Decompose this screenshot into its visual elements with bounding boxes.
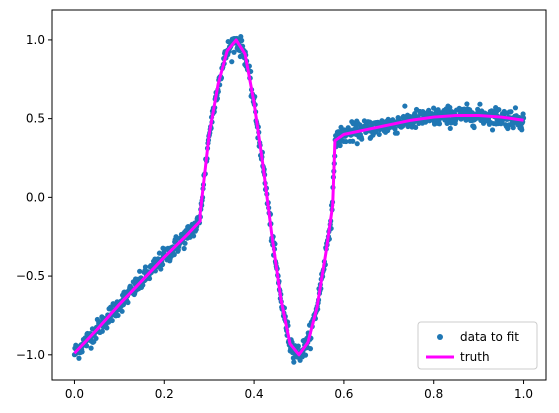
scatter-point	[464, 101, 470, 107]
scatter-point	[239, 37, 245, 44]
axes-frame	[51, 9, 547, 381]
scatter-point	[140, 282, 146, 288]
scatter-point	[125, 299, 131, 306]
scatter-point	[159, 261, 166, 268]
scatter-point	[158, 266, 164, 272]
scatter-point	[477, 101, 483, 107]
scatter-point	[291, 359, 297, 365]
scatter-point	[413, 124, 419, 131]
scatter-point	[510, 125, 516, 131]
truth-line	[73, 38, 524, 357]
scatter-point	[402, 103, 408, 109]
scatter-point	[190, 233, 197, 239]
scatter-point	[350, 138, 356, 144]
scatter-point	[137, 268, 143, 274]
scatter-point	[182, 240, 188, 246]
scatter-point	[337, 142, 343, 149]
scatter-point	[88, 345, 94, 351]
scatter-point	[79, 349, 85, 355]
scatter-point	[343, 138, 349, 145]
scatter-point	[171, 252, 177, 258]
scatter-point	[447, 125, 453, 132]
axes-layer	[51, 9, 547, 381]
scatter-point	[181, 245, 187, 252]
scatter-point	[307, 346, 314, 352]
scatter-point	[376, 131, 382, 138]
x-tick-label: 0.0	[65, 387, 84, 401]
scatter-point	[394, 130, 400, 136]
ticks-layer: 0.0 0.2 0.4 0.6 0.8 1.0 −1.0 −0.5 0.0 0.5 1.0	[16, 33, 533, 401]
scatter-point	[93, 335, 99, 341]
x-tick-label: 1.0	[514, 387, 533, 401]
scatter-point	[471, 124, 477, 131]
legend-label-data-to-fit: data to fit	[460, 330, 519, 344]
scatter-point	[142, 264, 149, 270]
scatter-point	[508, 109, 514, 115]
scatter-point	[444, 120, 450, 126]
scatter-point	[115, 312, 121, 319]
scatter-point	[489, 127, 496, 133]
scatter-point	[229, 59, 235, 65]
scatter-point	[146, 275, 153, 282]
scatter-point	[520, 111, 526, 117]
x-tick-label: 0.8	[424, 387, 443, 401]
legend: data to fit truth	[417, 321, 538, 370]
scatter-point	[76, 355, 82, 361]
scatter-point	[512, 105, 519, 111]
scatter-point	[109, 317, 115, 324]
scatter-point	[359, 136, 365, 142]
x-tick-label: 0.4	[245, 387, 264, 401]
scatter-point	[354, 141, 360, 147]
scatter-point	[496, 107, 502, 113]
y-tick-label: 1.0	[26, 33, 45, 47]
scatter-point	[231, 49, 237, 55]
scatter-point	[392, 126, 398, 132]
scatter-point	[104, 325, 110, 331]
y-tick-label: −0.5	[16, 269, 45, 283]
scatter-point	[295, 343, 301, 349]
x-tick-label: 0.2	[155, 387, 174, 401]
line-layer	[73, 38, 524, 357]
y-tick-label: 0.5	[26, 112, 45, 126]
scatter-point	[373, 129, 379, 135]
scatter-point	[99, 328, 105, 334]
y-tick-label: 0.0	[26, 190, 45, 204]
y-tick-label: −1.0	[16, 348, 45, 362]
scatter-point	[436, 121, 443, 127]
scatter-point	[156, 250, 163, 256]
scatter-point	[119, 308, 125, 314]
plot-area	[71, 34, 527, 365]
scatter-point	[519, 127, 525, 133]
x-tick-label: 0.6	[334, 387, 353, 401]
legend-label-truth: truth	[460, 350, 490, 364]
scatter-point	[83, 343, 90, 349]
scatter-point	[447, 104, 453, 111]
scatter-point	[302, 352, 309, 358]
legend-scatter-marker	[437, 334, 443, 340]
